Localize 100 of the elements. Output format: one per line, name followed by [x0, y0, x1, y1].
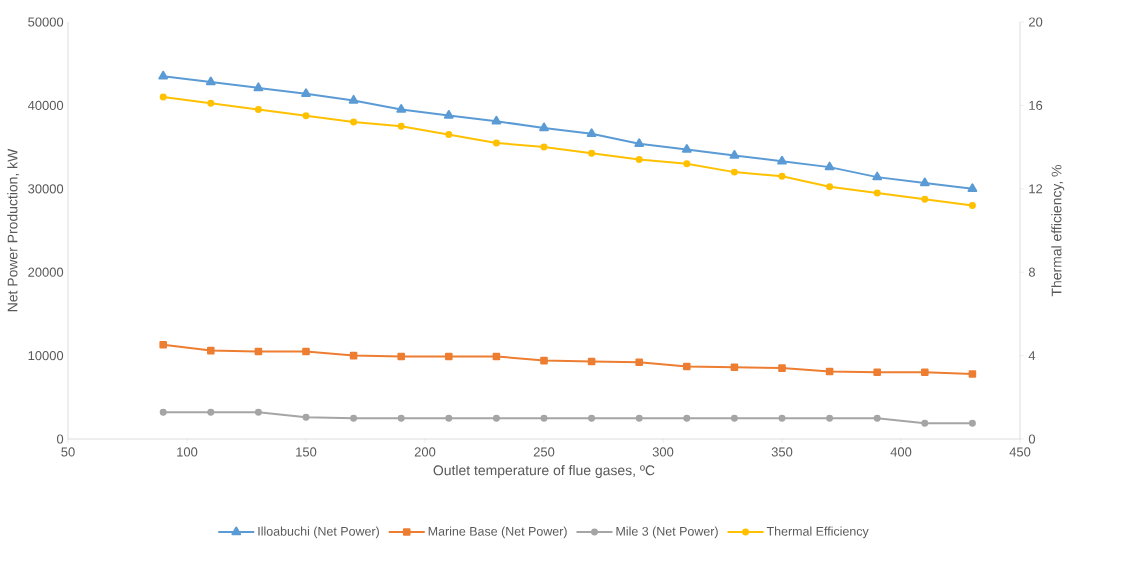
point — [445, 414, 453, 422]
point — [635, 156, 643, 164]
point — [730, 363, 739, 372]
point — [921, 368, 929, 377]
point — [872, 171, 883, 181]
point — [207, 99, 215, 107]
y2-tick-label: 8 — [1028, 267, 1035, 277]
point — [778, 172, 786, 180]
point — [826, 183, 834, 191]
legend-label: Thermal Efficiency — [766, 526, 869, 539]
point — [540, 143, 548, 151]
point — [825, 367, 834, 376]
point — [158, 70, 169, 80]
point — [826, 414, 834, 422]
point — [967, 183, 978, 193]
point — [205, 76, 216, 86]
point — [873, 414, 881, 422]
point — [159, 408, 167, 416]
point — [634, 138, 645, 148]
x-tick-label: 50 — [61, 447, 75, 457]
point — [207, 408, 215, 416]
point — [777, 155, 787, 165]
point — [348, 94, 359, 104]
legend-label: Mile 3 (Net Power) — [616, 526, 718, 539]
y-tick-label: 30000 — [28, 184, 64, 194]
point — [397, 414, 405, 422]
legend-label: Marine Base (Net Power) — [428, 526, 567, 539]
y-tick-label: 40000 — [27, 100, 64, 110]
x-tick-label: 300 — [652, 447, 674, 457]
y-tick-label: 20000 — [28, 267, 64, 277]
point — [445, 131, 453, 139]
point — [683, 414, 691, 422]
point — [635, 358, 643, 367]
point — [349, 351, 358, 360]
point — [968, 419, 976, 427]
point — [730, 414, 738, 422]
y-tick-label: 0 — [56, 434, 64, 444]
x-tick-label: 200 — [414, 447, 436, 457]
y-axis-title: Net Power Production, kW — [7, 148, 20, 312]
point — [683, 362, 691, 371]
x-tick-label: 150 — [296, 447, 317, 457]
point — [921, 419, 929, 427]
x-tick-label: 400 — [890, 447, 912, 457]
point — [729, 149, 740, 159]
point — [159, 340, 167, 349]
point — [443, 109, 454, 119]
point — [540, 414, 548, 422]
point — [302, 413, 310, 421]
point — [301, 88, 311, 97]
point — [681, 144, 692, 153]
point — [397, 352, 405, 361]
point — [635, 414, 643, 422]
point — [824, 161, 835, 171]
y-tick-label: 10000 — [28, 351, 64, 361]
y2-axis-title: Thermal efficiency, % — [1051, 164, 1065, 297]
point — [492, 139, 500, 147]
point — [350, 414, 358, 422]
point — [492, 352, 501, 361]
point — [254, 347, 263, 356]
y2-tick-label: 0 — [1028, 434, 1036, 444]
point — [778, 414, 786, 422]
point — [302, 112, 310, 120]
point — [492, 414, 500, 422]
point — [539, 122, 549, 132]
point — [253, 82, 264, 92]
y2-tick-label: 4 — [1028, 351, 1036, 361]
point — [254, 408, 262, 416]
y-tick-label: 50000 — [28, 17, 64, 27]
point — [921, 195, 929, 203]
point — [540, 356, 548, 365]
y2-tick-label: 16 — [1029, 100, 1043, 110]
point — [396, 104, 407, 113]
point — [397, 122, 405, 130]
point — [586, 128, 597, 137]
point — [873, 189, 881, 197]
point — [254, 106, 262, 114]
point — [587, 357, 596, 366]
legend-label: Illoabuchi (Net Power) — [258, 526, 379, 539]
point — [491, 115, 502, 125]
point — [968, 370, 977, 378]
x-tick-label: 450 — [1009, 447, 1031, 457]
y2-tick-label: 12 — [1029, 184, 1043, 194]
point — [302, 347, 310, 356]
y2-tick-label: 20 — [1029, 17, 1043, 27]
x-tick-label: 250 — [533, 447, 555, 457]
point — [159, 93, 167, 101]
point — [778, 364, 786, 372]
point — [968, 201, 976, 209]
x-axis-title: Outlet temperature of flue gases, ºC — [433, 465, 655, 478]
x-tick-label: 350 — [771, 447, 793, 457]
point — [588, 149, 596, 157]
point — [873, 368, 881, 377]
point — [445, 352, 453, 361]
point — [683, 160, 691, 168]
x-tick-label: 100 — [177, 447, 198, 457]
point — [207, 346, 215, 355]
point — [350, 118, 358, 126]
point — [730, 168, 738, 176]
point — [588, 414, 596, 422]
point — [919, 177, 930, 187]
